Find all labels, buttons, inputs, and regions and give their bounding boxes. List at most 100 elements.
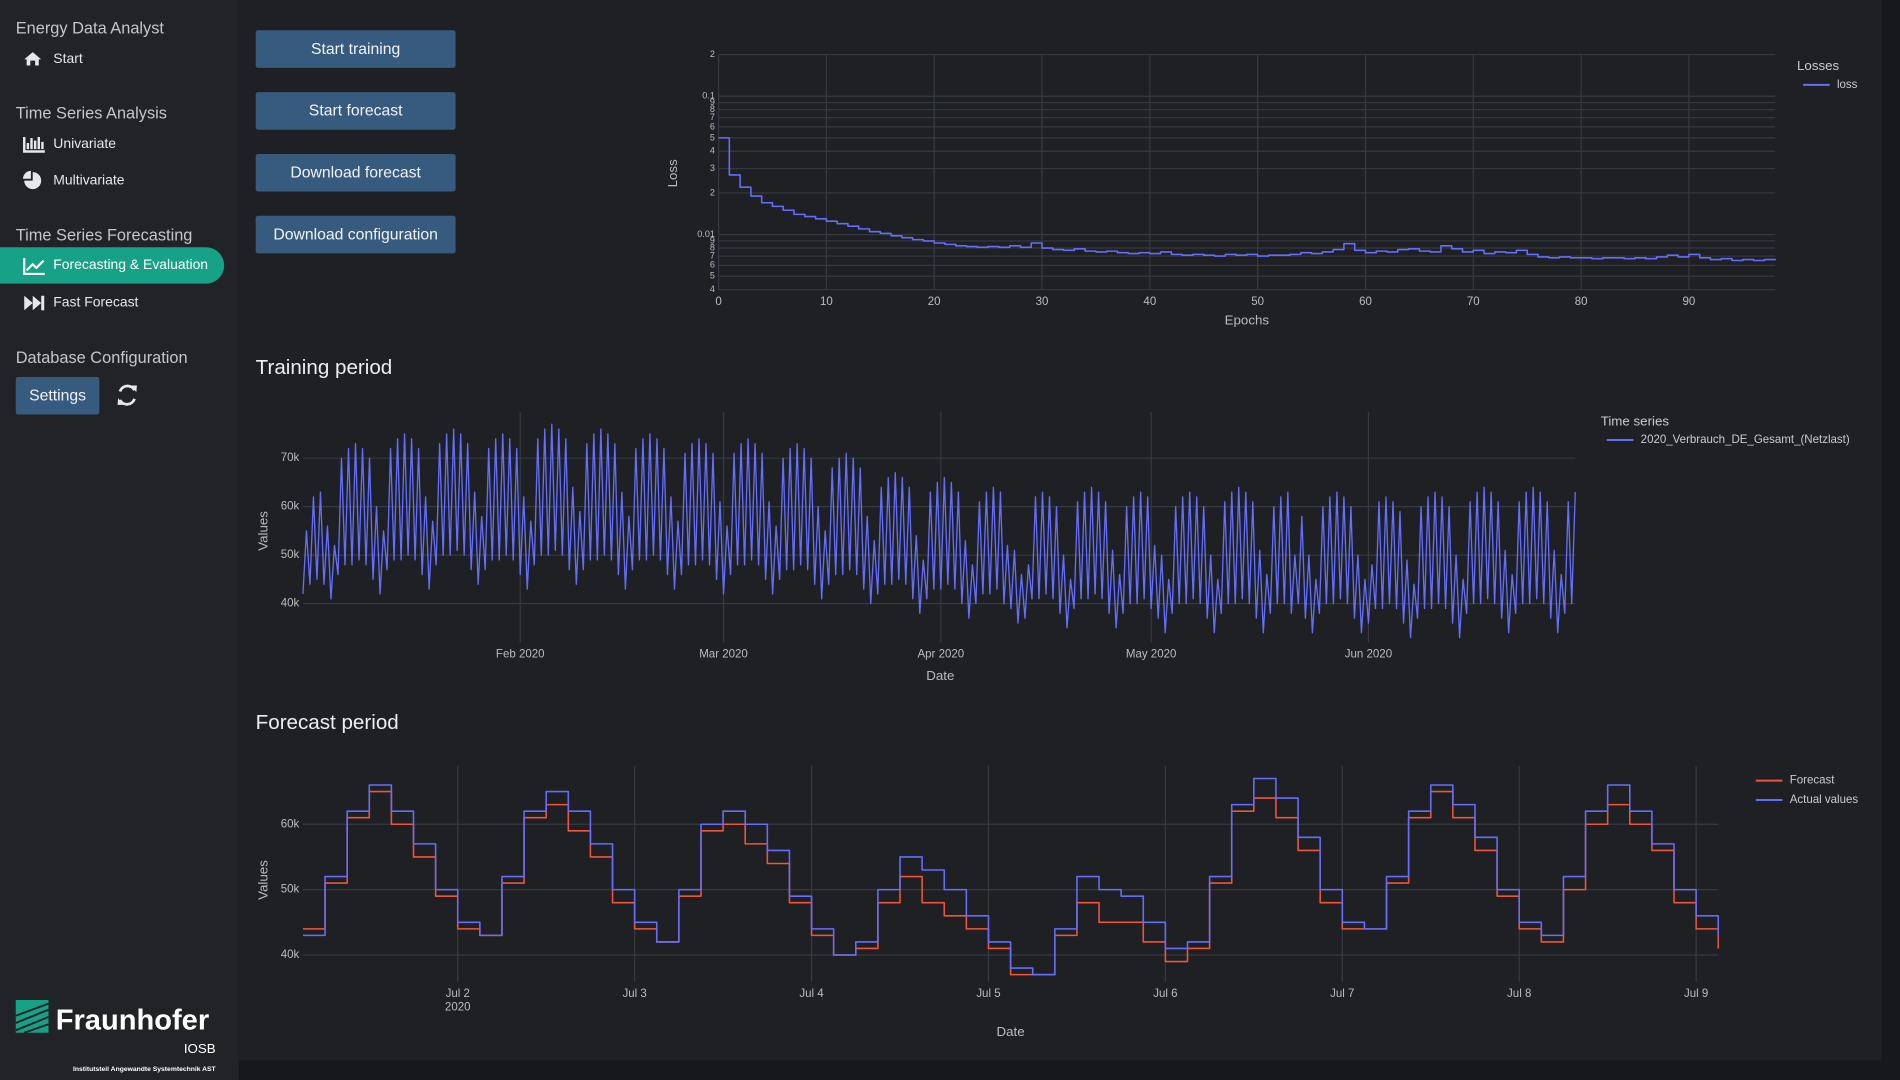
x-tick-label: Feb 2020 — [496, 649, 545, 661]
section-heading: Training period — [256, 356, 393, 379]
series-line — [302, 777, 1720, 976]
y-tick-label: 50k — [281, 884, 300, 896]
x-tick-label: Mar 2020 — [699, 649, 748, 661]
sidebar — [0, 0, 239, 1080]
nav-univariate[interactable]: Univariate — [23, 135, 116, 153]
y-tick-label: 3 — [710, 163, 715, 173]
nav-label: Forecasting & Evaluation — [53, 256, 208, 272]
y-tick-label: 7 — [710, 112, 715, 122]
x-tick-label: 50 — [1251, 296, 1264, 308]
button-bg — [255, 92, 456, 130]
button-bg — [15, 376, 100, 415]
y-tick-label: 50k — [281, 549, 300, 561]
btn-start-forecast[interactable]: Start forecast — [255, 92, 456, 130]
x-tick-label: Jul 5 — [976, 988, 1000, 1000]
y-tick-label: 0.1 — [702, 91, 715, 101]
nav-multivariate[interactable]: Multivariate — [23, 170, 125, 190]
chart-icon — [23, 136, 45, 153]
logo-name: Fraunhofer — [56, 1005, 209, 1037]
x-tick-label: 20 — [928, 296, 941, 308]
y-tick-label: 9 — [710, 97, 715, 107]
logo-stripes — [15, 1002, 49, 1034]
x-tick-label: 0 — [715, 296, 721, 308]
x-tick-label: May 2020 — [1126, 649, 1177, 661]
y-tick-label: 8 — [710, 104, 715, 114]
x-axis-title: Date — [926, 668, 954, 683]
button-bg — [255, 215, 456, 254]
btn-download-forecast[interactable]: Download forecast — [255, 153, 456, 192]
y-tick-label: 4 — [710, 146, 715, 156]
x-tick-label: Jul 4 — [799, 988, 824, 1000]
y-tick-label: 5 — [710, 271, 715, 281]
x-tick-label: Jul 7 — [1330, 988, 1354, 1000]
home-icon — [24, 52, 42, 66]
x-tick-label: Jul 3 — [622, 988, 646, 1000]
x-tick-label: 90 — [1683, 296, 1696, 308]
nav-label: Univariate — [53, 135, 116, 151]
y-tick-label: 4 — [710, 284, 715, 294]
logo-unit: IOSB — [184, 1041, 216, 1056]
y-tick-label: 0.01 — [697, 229, 715, 239]
nav-label: Fast Forecast — [53, 294, 138, 310]
button-label: Download forecast — [290, 164, 421, 181]
x-axis-title: Date — [997, 1024, 1025, 1039]
main-panel — [238, 0, 1882, 1061]
legend-label: 2020_Verbrauch_DE_Gesamt_(Netzlast) — [1641, 434, 1850, 446]
x-tick-label: Jul 8 — [1507, 988, 1531, 1000]
ff-icon-bar — [41, 295, 45, 311]
x-tick-label: 60 — [1359, 296, 1372, 308]
series-line — [302, 423, 1576, 639]
nav-start[interactable]: Start — [24, 50, 83, 66]
nav-fast-forecast[interactable]: Fast Forecast — [24, 294, 139, 311]
y-tick-label: 60k — [281, 501, 300, 513]
section-title: Database Configuration — [16, 349, 188, 367]
x-tick-label: Jul 6 — [1153, 988, 1177, 1000]
pie-icon-slice — [23, 170, 31, 179]
button-bg — [255, 30, 456, 68]
btn-download-config[interactable]: Download configuration — [255, 215, 456, 254]
nav-label: Multivariate — [53, 171, 124, 187]
legend-title: Time series — [1601, 413, 1670, 428]
logo: Fraunhofer IOSB Institutsteil Angewandte… — [15, 1000, 217, 1073]
section-title: Time Series Analysis — [16, 104, 167, 122]
y-tick-label: 40k — [281, 949, 300, 961]
y-tick-label: 5 — [710, 132, 715, 142]
x-tick-label: Jul 2 — [446, 988, 470, 1000]
settings-button[interactable]: Settings — [15, 376, 100, 415]
x-tick-label: 40 — [1143, 296, 1156, 308]
y-axis-title: Values — [256, 511, 271, 551]
x-tick-label: Jul 9 — [1684, 988, 1708, 1000]
refresh-arrows — [117, 385, 137, 405]
pie-icon — [24, 172, 42, 190]
refresh-button[interactable] — [117, 384, 137, 406]
refresh-icon — [118, 384, 136, 406]
section-title: Time Series Forecasting — [16, 227, 193, 245]
x-tick-label: Jun 2020 — [1345, 649, 1392, 661]
logo-caption: Institutsteil Angewandte Systemtechnik A… — [73, 1066, 217, 1073]
x-tick-sublabel: 2020 — [445, 1001, 471, 1013]
y-tick-label: 9 — [710, 235, 715, 245]
y-tick-label: 40k — [281, 598, 300, 610]
btn-start-training[interactable]: Start training — [255, 30, 456, 68]
legend-label: Actual values — [1790, 794, 1859, 806]
x-tick-label: 10 — [820, 296, 833, 308]
y-tick-label: 6 — [710, 121, 715, 131]
series-line — [718, 137, 1776, 262]
y-axis-title: Values — [256, 860, 271, 900]
active-pill — [0, 247, 225, 284]
legend-label: loss — [1837, 79, 1858, 91]
x-tick-label: 70 — [1467, 296, 1480, 308]
x-tick-label: 80 — [1575, 296, 1588, 308]
line-icon — [23, 258, 45, 276]
button-label: Start training — [311, 41, 400, 58]
y-tick-label: 2 — [710, 49, 715, 59]
nav-forecasting[interactable]: Forecasting & Evaluation — [0, 247, 225, 284]
y-tick-label: 7 — [710, 250, 715, 260]
section-heading: Forecast period — [256, 711, 399, 734]
app-title: Energy Data Analyst — [16, 19, 165, 37]
y-tick-label: 6 — [710, 260, 715, 270]
button-bg — [255, 153, 456, 192]
legend-title: Losses — [1797, 58, 1840, 73]
